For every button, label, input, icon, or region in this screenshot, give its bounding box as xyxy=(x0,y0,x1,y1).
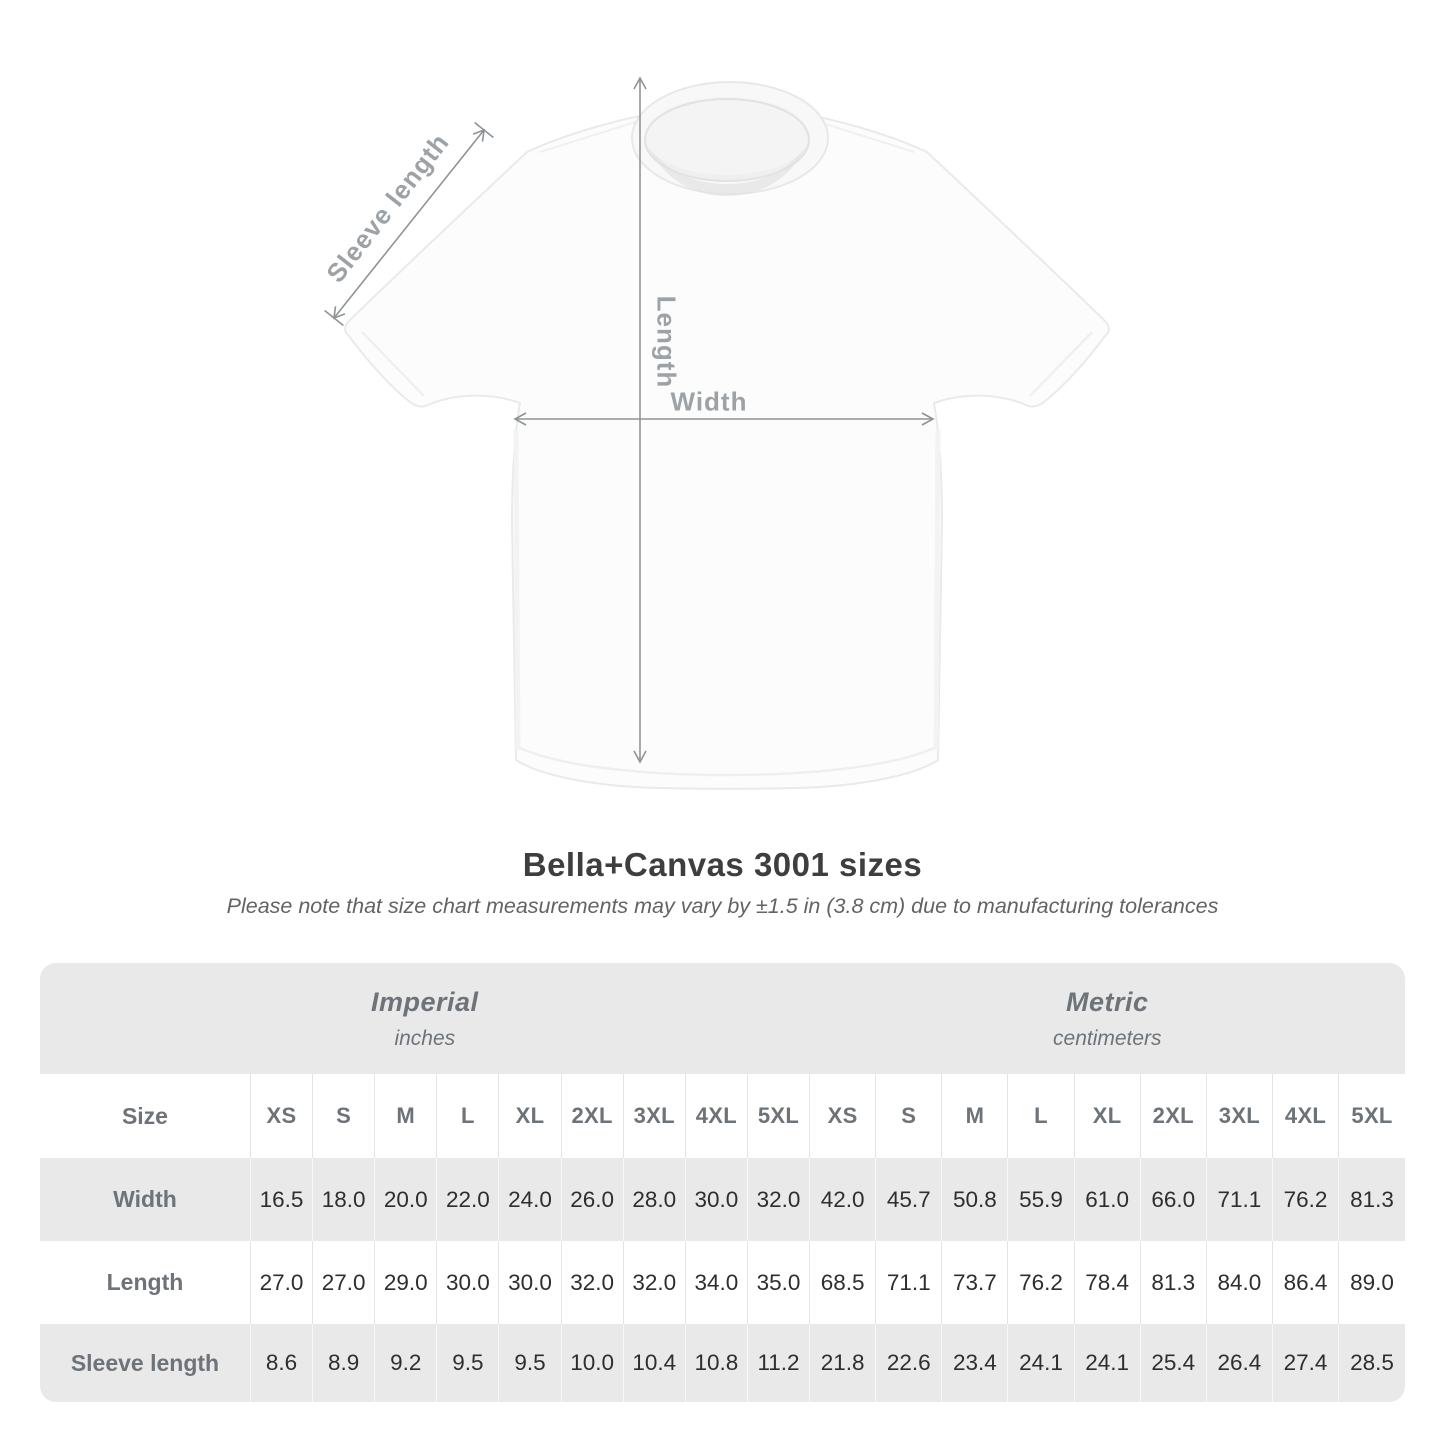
size-col-header: 4XL xyxy=(1271,1074,1339,1158)
width-arrow xyxy=(513,412,935,426)
value-cell: 89.0 xyxy=(1338,1241,1405,1324)
page-subtitle: Please note that size chart measurements… xyxy=(226,894,1219,918)
value-cell: 26.4 xyxy=(1205,1324,1273,1402)
size-col-header: 5XL xyxy=(746,1074,810,1158)
value-cell: 10.8 xyxy=(684,1324,748,1402)
size-col-header: S xyxy=(875,1074,942,1158)
value-cell: 16.5 xyxy=(249,1158,313,1241)
value-cell: 27.0 xyxy=(312,1241,375,1324)
value-cell: 28.5 xyxy=(1338,1324,1405,1402)
value-cell: 9.2 xyxy=(374,1324,437,1402)
metric-group-header: Metric centimeters xyxy=(809,963,1405,1074)
value-cell: 32.0 xyxy=(622,1241,686,1324)
tshirt-illustration xyxy=(324,76,1110,790)
value-cell: 30.0 xyxy=(498,1241,562,1324)
value-cell: 26.0 xyxy=(560,1158,624,1241)
heading-block: Bella+Canvas 3001 sizes Please note that… xyxy=(0,846,1445,919)
value-cell: 9.5 xyxy=(498,1324,562,1402)
value-cell: 11.2 xyxy=(746,1324,810,1402)
value-cell: 68.5 xyxy=(809,1241,876,1324)
size-col-header: 5XL xyxy=(1338,1074,1405,1158)
value-cell: 10.4 xyxy=(622,1324,686,1402)
length-row: Length 27.0 27.0 29.0 30.0 30.0 32.0 32.… xyxy=(40,1241,1405,1324)
size-col-header: 2XL xyxy=(1139,1074,1207,1158)
value-cell: 34.0 xyxy=(684,1241,748,1324)
value-cell: 32.0 xyxy=(746,1158,810,1241)
value-cell: 84.0 xyxy=(1205,1241,1273,1324)
value-cell: 71.1 xyxy=(875,1241,942,1324)
size-col-header: XL xyxy=(1073,1074,1141,1158)
value-cell: 50.8 xyxy=(941,1158,1008,1241)
length-arrow xyxy=(633,76,647,764)
value-cell: 78.4 xyxy=(1073,1241,1141,1324)
row-label: Length xyxy=(106,1269,184,1295)
size-col-header: L xyxy=(1007,1074,1075,1158)
value-cell: 45.7 xyxy=(875,1158,942,1241)
value-cell: 24.0 xyxy=(498,1158,562,1241)
value-cell: 8.6 xyxy=(249,1324,313,1402)
size-col-header: XS xyxy=(809,1074,876,1158)
size-col-header: 2XL xyxy=(560,1074,624,1158)
value-cell: 27.4 xyxy=(1271,1324,1339,1402)
value-cell: 10.0 xyxy=(560,1324,624,1402)
value-cell: 81.3 xyxy=(1139,1241,1207,1324)
value-cell: 28.0 xyxy=(622,1158,686,1241)
value-cell: 20.0 xyxy=(374,1158,437,1241)
size-col-header: 3XL xyxy=(1205,1074,1273,1158)
value-cell: 23.4 xyxy=(941,1324,1008,1402)
value-cell: 71.1 xyxy=(1205,1158,1273,1241)
tshirt-size-diagram: Sleeve length Length Width xyxy=(300,60,1160,820)
unit-group-row: Imperial inches Metric centimeters xyxy=(40,963,1405,1074)
value-cell: 9.5 xyxy=(436,1324,499,1402)
value-cell: 81.3 xyxy=(1338,1158,1405,1241)
row-label: Width xyxy=(113,1186,177,1212)
row-label: Sleeve length xyxy=(70,1349,220,1376)
value-cell: 61.0 xyxy=(1073,1158,1141,1241)
value-cell: 66.0 xyxy=(1139,1158,1207,1241)
value-cell: 22.6 xyxy=(875,1324,942,1402)
size-col-header: 3XL xyxy=(622,1074,686,1158)
value-cell: 22.0 xyxy=(436,1158,499,1241)
page-title: Bella+Canvas 3001 sizes xyxy=(522,846,923,883)
value-cell: 32.0 xyxy=(560,1241,624,1324)
value-cell: 30.0 xyxy=(436,1241,499,1324)
value-cell: 24.1 xyxy=(1073,1324,1141,1402)
size-col-header: 4XL xyxy=(684,1074,748,1158)
value-cell: 8.9 xyxy=(312,1324,375,1402)
tshirt-shape xyxy=(344,81,1110,790)
size-chart-table: Imperial inches Metric centimeters Size … xyxy=(40,963,1405,1402)
size-col-header: L xyxy=(436,1074,499,1158)
size-corner-label: Size xyxy=(121,1102,168,1129)
size-col-header: XL xyxy=(498,1074,562,1158)
imperial-group-header: Imperial inches xyxy=(40,963,810,1074)
value-cell: 35.0 xyxy=(746,1241,810,1324)
width-row: Width 16.5 18.0 20.0 22.0 24.0 26.0 28.0… xyxy=(40,1158,1405,1241)
value-cell: 86.4 xyxy=(1271,1241,1339,1324)
value-cell: 76.2 xyxy=(1271,1158,1339,1241)
value-cell: 27.0 xyxy=(249,1241,313,1324)
size-col-header: S xyxy=(312,1074,375,1158)
sleeve-length-arrow xyxy=(324,121,494,327)
value-cell: 24.1 xyxy=(1007,1324,1075,1402)
value-cell: 55.9 xyxy=(1007,1158,1075,1241)
value-cell: 29.0 xyxy=(374,1241,437,1324)
size-col-header: XS xyxy=(249,1074,313,1158)
value-cell: 25.4 xyxy=(1139,1324,1207,1402)
value-cell: 73.7 xyxy=(941,1241,1008,1324)
value-cell: 21.8 xyxy=(809,1324,876,1402)
value-cell: 42.0 xyxy=(809,1158,876,1241)
value-cell: 30.0 xyxy=(684,1158,748,1241)
length-label: Length xyxy=(651,295,682,389)
collar xyxy=(631,81,829,196)
value-cell: 76.2 xyxy=(1007,1241,1075,1324)
size-col-header: M xyxy=(941,1074,1008,1158)
size-header-row: Size XS S M L XL 2XL 3XL 4XL 5XL XS S M … xyxy=(40,1074,1405,1158)
value-cell: 18.0 xyxy=(312,1158,375,1241)
sleeve-length-row: Sleeve length 8.6 8.9 9.2 9.5 9.5 10.0 1… xyxy=(40,1324,1405,1402)
size-col-header: M xyxy=(374,1074,437,1158)
width-label: Width xyxy=(670,386,748,417)
